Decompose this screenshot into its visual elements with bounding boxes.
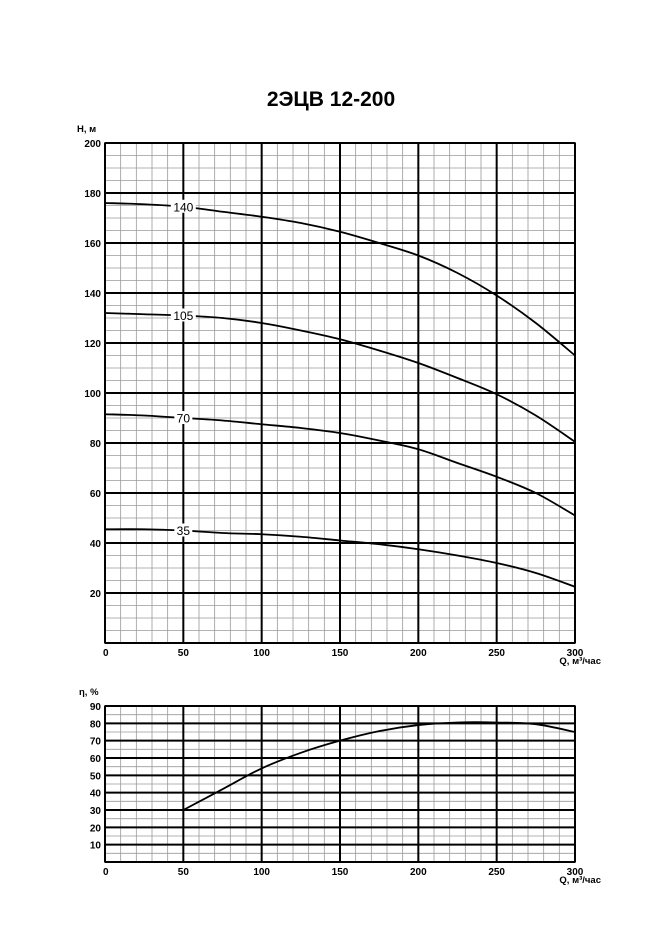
y-tick-label: 180 bbox=[84, 189, 101, 200]
curve-label: 140 bbox=[173, 200, 193, 214]
y-tick-label: 60 bbox=[90, 489, 102, 500]
x-tick-label: 250 bbox=[488, 648, 505, 659]
plot-frame bbox=[104, 142, 576, 644]
chart-1: 0 50 100 150 200 250 300 20 40 60 80 100 120 140 160 18… bbox=[77, 124, 601, 667]
x-axis-label: Q, м³/час bbox=[559, 875, 601, 886]
x-tick-label: 100 bbox=[253, 867, 270, 878]
y-tick-label: 100 bbox=[84, 389, 101, 400]
y-tick-label: 20 bbox=[90, 589, 102, 600]
y-tick-label: 120 bbox=[84, 339, 101, 350]
chart-2: 0 50 100 150 200 250 300 10 20 30 40 50 60 70 80 90 η, %… bbox=[79, 687, 601, 886]
x-tick-label: 0 bbox=[103, 648, 109, 659]
x-tick-label: 250 bbox=[488, 867, 505, 878]
curve-label: 70 bbox=[177, 412, 191, 426]
curve-label-bg bbox=[174, 523, 193, 537]
curve-label-bg bbox=[170, 199, 196, 213]
y-tick-label: 80 bbox=[90, 719, 102, 730]
y-tick-label: 90 bbox=[90, 702, 102, 713]
x-tick-label: 200 bbox=[410, 648, 427, 659]
y-tick-label: 40 bbox=[90, 789, 102, 800]
plot-frame bbox=[104, 705, 576, 863]
series-line bbox=[182, 721, 576, 811]
y-tick-label: 10 bbox=[90, 841, 102, 852]
y-axis-label: η, % bbox=[79, 687, 99, 698]
x-tick-label: 300 bbox=[567, 648, 584, 659]
y-tick-label: 30 bbox=[90, 806, 102, 817]
y-tick-label: 50 bbox=[90, 771, 102, 782]
page-title: 2ЭЦВ 12-200 bbox=[266, 88, 396, 111]
y-tick-label: 20 bbox=[90, 823, 102, 834]
x-tick-label: 50 bbox=[178, 648, 190, 659]
y-tick-label: 40 bbox=[90, 539, 102, 550]
y-tick-label: 70 bbox=[90, 737, 102, 748]
x-tick-label: 150 bbox=[332, 648, 349, 659]
y-axis-label: H, м bbox=[77, 124, 96, 135]
x-tick-label: 100 bbox=[253, 648, 270, 659]
x-tick-label: 50 bbox=[178, 867, 190, 878]
y-tick-label: 80 bbox=[90, 439, 102, 450]
curve-label-bg bbox=[174, 411, 193, 424]
x-tick-label: 300 bbox=[567, 867, 584, 878]
x-tick-label: 150 bbox=[332, 867, 349, 878]
x-axis-label: Q, м³/час bbox=[559, 656, 601, 667]
y-tick-label: 140 bbox=[84, 289, 101, 300]
x-tick-label: 0 bbox=[103, 867, 109, 878]
curve-label: 105 bbox=[173, 309, 193, 323]
curve-label-bg bbox=[170, 308, 196, 322]
y-tick-label: 160 bbox=[84, 239, 101, 250]
y-tick-label: 60 bbox=[90, 754, 102, 765]
x-tick-label: 200 bbox=[410, 867, 427, 878]
y-tick-label: 200 bbox=[84, 139, 101, 150]
curve-label: 35 bbox=[177, 524, 191, 538]
